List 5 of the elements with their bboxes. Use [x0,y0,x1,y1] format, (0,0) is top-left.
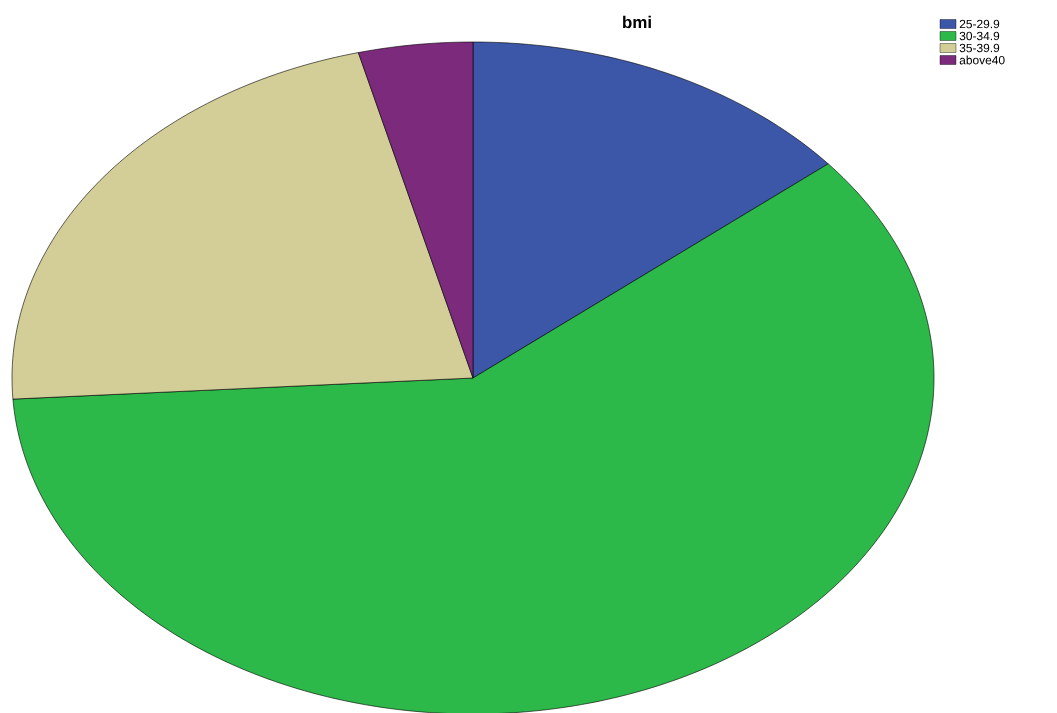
legend-label: 35-39.9 [959,43,1000,53]
legend-label: 25-29.9 [959,19,1000,29]
legend-label: above40 [959,55,1005,65]
legend-label: 30-34.9 [959,31,1000,41]
chart-title: bmi [623,15,651,29]
